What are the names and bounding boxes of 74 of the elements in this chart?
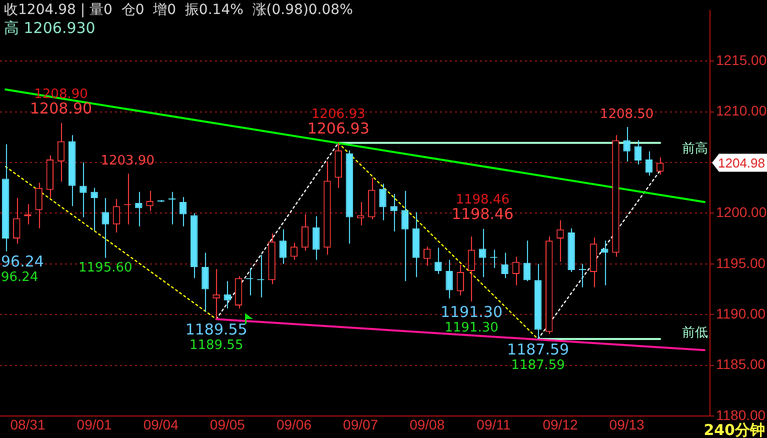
y-tick-label: 1180.00 <box>716 406 766 423</box>
candlestick <box>146 190 154 212</box>
candlestick <box>390 193 398 232</box>
x-tick-label: 08/31 <box>10 416 46 432</box>
x-tick-label: 09/11 <box>476 416 511 432</box>
annotation: 收1204.98 | 量0 仓0 增0 振0.14% 涨(0.98)0.08% <box>4 2 353 18</box>
text: 1204.98 <box>718 155 765 170</box>
text: 240分钟 <box>704 421 765 438</box>
annotation: 1203.90 <box>100 154 154 169</box>
candlestick <box>434 247 442 275</box>
candlestick <box>446 259 453 299</box>
candlestick <box>556 220 564 262</box>
candlestick <box>523 240 531 282</box>
y-tick-label: 1200.00 <box>716 204 767 220</box>
candlestick <box>301 214 309 252</box>
series-label: 前低 <box>682 325 708 340</box>
candlestick <box>456 264 464 296</box>
candlestick <box>356 202 364 226</box>
y-tick-label: 1215.00 <box>716 52 767 68</box>
candlestick <box>168 191 176 225</box>
x-tick-label: 09/06 <box>276 416 312 432</box>
candlestick <box>468 236 476 302</box>
candlestick <box>90 187 98 231</box>
candlestick <box>379 183 386 221</box>
candlestick <box>57 122 65 182</box>
x-tick-label: 09/08 <box>410 416 445 432</box>
candlestick <box>202 252 209 312</box>
annotation: 1191.30 <box>440 302 502 321</box>
candlestick <box>279 228 286 264</box>
annotation: 1208.90 <box>34 86 88 102</box>
annotation: 96.24 <box>1 270 38 286</box>
annotation: 1187.59 <box>511 358 565 373</box>
annotation: 1187.59 <box>507 340 570 358</box>
annotation: 1206.93 <box>311 106 366 122</box>
candlestick <box>35 182 42 229</box>
candlestick <box>634 140 642 166</box>
candlestick <box>80 162 87 218</box>
annotation: 1189.55 <box>189 338 244 354</box>
candlestick <box>623 126 630 162</box>
y-tick-label: 1210.00 <box>716 102 767 119</box>
x-tick-label: 09/01 <box>76 416 112 432</box>
y-tick-label: 1190.00 <box>716 305 766 322</box>
candlestick <box>645 150 653 176</box>
candlestick <box>478 228 486 278</box>
y-tick-label: 1185.00 <box>716 356 766 372</box>
candlestick <box>401 190 409 282</box>
candlestick <box>102 197 109 258</box>
annotation: 1198.46 <box>452 205 514 224</box>
annotation: 1198.46 <box>456 192 510 208</box>
candlestick <box>179 196 187 227</box>
y-tick-label: 1195.00 <box>716 254 766 271</box>
annotation: 1195.60 <box>78 260 132 276</box>
series-label: 前高 <box>682 140 708 156</box>
annotation: 1208.50 <box>600 106 654 122</box>
candlestick <box>512 256 520 286</box>
candlestick <box>135 191 142 227</box>
annotation: 1191.30 <box>444 320 498 336</box>
x-tick-label: 09/05 <box>210 416 246 432</box>
x-tick-label: 09/07 <box>343 416 378 432</box>
candlestick <box>312 216 320 260</box>
x-tick-label: 09/13 <box>609 416 645 432</box>
candlestick <box>212 268 220 320</box>
annotation: 96.24 <box>0 252 44 271</box>
x-tick-label: 09/12 <box>542 416 578 432</box>
x-tick-label: 09/04 <box>143 416 179 432</box>
annotation: 1189.55 <box>185 320 248 339</box>
candlestick <box>578 263 586 288</box>
annotation: 1208.90 <box>30 99 92 118</box>
candlestick <box>224 280 232 310</box>
candlestick <box>112 198 120 233</box>
annotation: 高 1206.930 <box>4 19 96 37</box>
candlestick <box>601 240 608 286</box>
candlestick <box>13 197 20 244</box>
annotation: 1206.93 <box>307 119 370 138</box>
